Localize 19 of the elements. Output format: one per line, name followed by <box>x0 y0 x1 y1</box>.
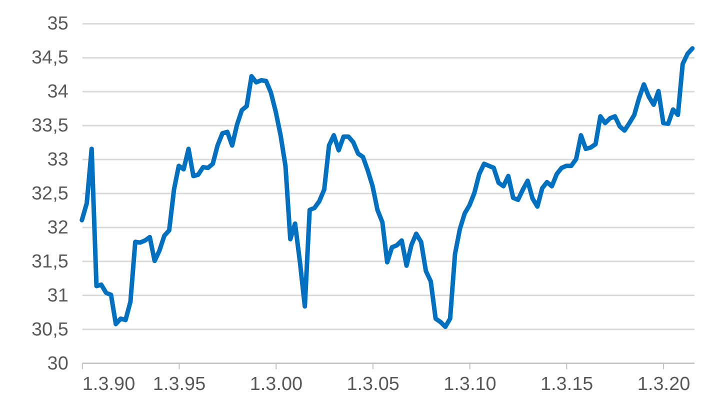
x-tick-label: 1.3.10 <box>444 374 496 396</box>
y-tick-label: 31 <box>47 285 68 306</box>
y-tick-label: 33,5 <box>31 116 68 137</box>
y-tick-label: 31,5 <box>31 251 68 272</box>
y-tick-label: 32 <box>47 217 68 238</box>
y-tick-label: 30,5 <box>31 319 68 340</box>
x-tick-label: 1.3.15 <box>540 374 594 396</box>
x-tick-label: 1.3.05 <box>346 374 400 396</box>
y-tick-label: 30 <box>47 353 68 374</box>
x-tick-label: 1.3.00 <box>250 374 303 396</box>
y-tick-label: 34 <box>47 82 68 103</box>
y-tick-label: 34,5 <box>31 48 68 69</box>
line-series <box>80 46 695 330</box>
x-tick-label: 1.3.20 <box>637 374 690 396</box>
x-tick-label: 1.3.90 <box>82 374 136 396</box>
y-tick-label: 32,5 <box>31 184 68 204</box>
y-tick-label: 33 <box>47 150 68 171</box>
y-tick-label: 35 <box>47 14 68 35</box>
x-tick-label: 1.3.95 <box>152 374 206 396</box>
